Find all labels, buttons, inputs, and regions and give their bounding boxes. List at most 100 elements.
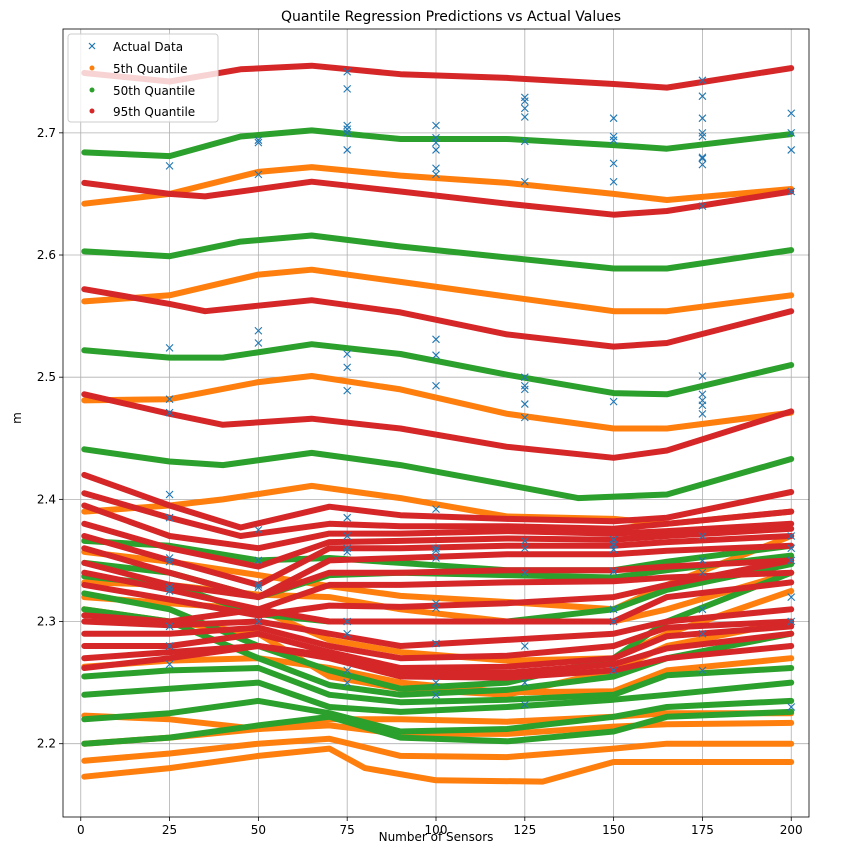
actual-point <box>165 583 174 592</box>
quantile-band <box>81 623 795 671</box>
actual-point <box>698 629 707 638</box>
quantile-band <box>81 557 795 619</box>
actual-point <box>520 642 529 650</box>
y-axis-label: m <box>10 412 24 424</box>
x-tick-label: 100 <box>425 823 448 837</box>
actual-point <box>698 568 707 577</box>
actual-point <box>165 622 174 631</box>
actual-point <box>254 617 263 626</box>
actual-point <box>520 93 529 102</box>
x-tick-label: 25 <box>162 823 177 837</box>
quantile-band <box>81 127 795 160</box>
legend-label-q05: 5th Quantile <box>113 62 188 76</box>
actual-point <box>520 97 529 105</box>
actual-point <box>520 678 529 687</box>
actual-point <box>165 490 174 499</box>
y-tick-label: 2.5 <box>37 370 56 384</box>
quantile-band <box>81 745 795 785</box>
actual-point <box>165 395 174 404</box>
actual-point <box>609 397 618 406</box>
actual-point <box>343 629 352 638</box>
actual-point <box>432 554 440 562</box>
legend-marker-q50 <box>89 87 95 93</box>
actual-point <box>432 351 440 360</box>
actual-point <box>520 544 529 553</box>
actual-point <box>343 128 352 137</box>
actual-point <box>165 408 174 417</box>
actual-point <box>254 583 263 592</box>
actual-point <box>432 138 440 147</box>
actual-point <box>343 544 352 553</box>
x-axis-label: Number of Sensors <box>379 830 494 844</box>
actual-point <box>787 109 796 118</box>
actual-point <box>787 556 796 565</box>
quantile-band <box>81 537 795 574</box>
quantile-band <box>81 708 795 747</box>
actual-point <box>698 409 707 418</box>
actual-point <box>432 544 440 553</box>
quantile-band <box>81 735 795 764</box>
actual-point <box>165 161 174 170</box>
actual-data-markers <box>165 67 796 711</box>
actual-point <box>698 160 707 169</box>
actual-point <box>432 381 440 390</box>
actual-point <box>520 137 529 146</box>
actual-point <box>787 128 796 137</box>
actual-point <box>165 557 174 566</box>
actual-point <box>698 154 707 163</box>
actual-point <box>165 343 174 352</box>
x-tick-label: 50 <box>251 823 266 837</box>
actual-point <box>698 153 707 162</box>
actual-point <box>432 604 440 612</box>
quantile-band <box>81 579 795 625</box>
quantile-bands <box>81 62 795 785</box>
actual-point <box>787 544 796 553</box>
actual-point <box>343 548 352 556</box>
actual-point <box>432 505 440 514</box>
actual-point <box>432 546 440 555</box>
actual-point <box>787 532 796 540</box>
actual-point <box>787 593 796 601</box>
actual-point <box>698 401 707 410</box>
quantile-band <box>81 606 795 649</box>
actual-point <box>698 76 707 85</box>
actual-point <box>343 350 352 358</box>
actual-point <box>609 132 618 141</box>
quantile-band <box>81 697 795 735</box>
series-q95 <box>81 62 795 681</box>
actual-point <box>343 67 352 76</box>
quantile-band <box>81 533 795 588</box>
actual-point <box>698 132 707 141</box>
quantile-band <box>81 373 795 432</box>
actual-point <box>432 690 440 699</box>
quantile-band <box>81 490 795 539</box>
actual-point <box>254 138 263 147</box>
actual-point <box>343 125 352 134</box>
actual-point <box>343 678 352 687</box>
actual-point <box>787 703 796 711</box>
x-axis-ticks: 0 25 50 75 100 125 150 175 200 <box>77 817 803 837</box>
quantile-band <box>81 557 795 601</box>
quantile-band <box>81 643 795 681</box>
actual-point <box>609 114 618 123</box>
quantile-band <box>81 679 795 715</box>
quantile-band <box>81 569 795 613</box>
actual-point <box>343 513 352 522</box>
quantile-band <box>81 502 795 552</box>
actual-point <box>609 136 618 145</box>
quantile-band <box>81 471 795 531</box>
actual-point <box>432 146 440 154</box>
actual-point <box>254 170 263 179</box>
actual-point <box>254 339 263 347</box>
quantile-band <box>81 446 795 502</box>
actual-point <box>698 605 707 614</box>
y-tick-label: 2.3 <box>37 615 56 629</box>
quantile-band <box>81 164 795 207</box>
actual-point <box>432 164 440 173</box>
legend-label-actual: Actual Data <box>113 40 183 54</box>
legend-marker-q05 <box>89 65 95 71</box>
quantile-band <box>81 341 795 398</box>
actual-point <box>520 568 529 577</box>
actual-point <box>432 170 440 179</box>
actual-point <box>254 136 263 145</box>
